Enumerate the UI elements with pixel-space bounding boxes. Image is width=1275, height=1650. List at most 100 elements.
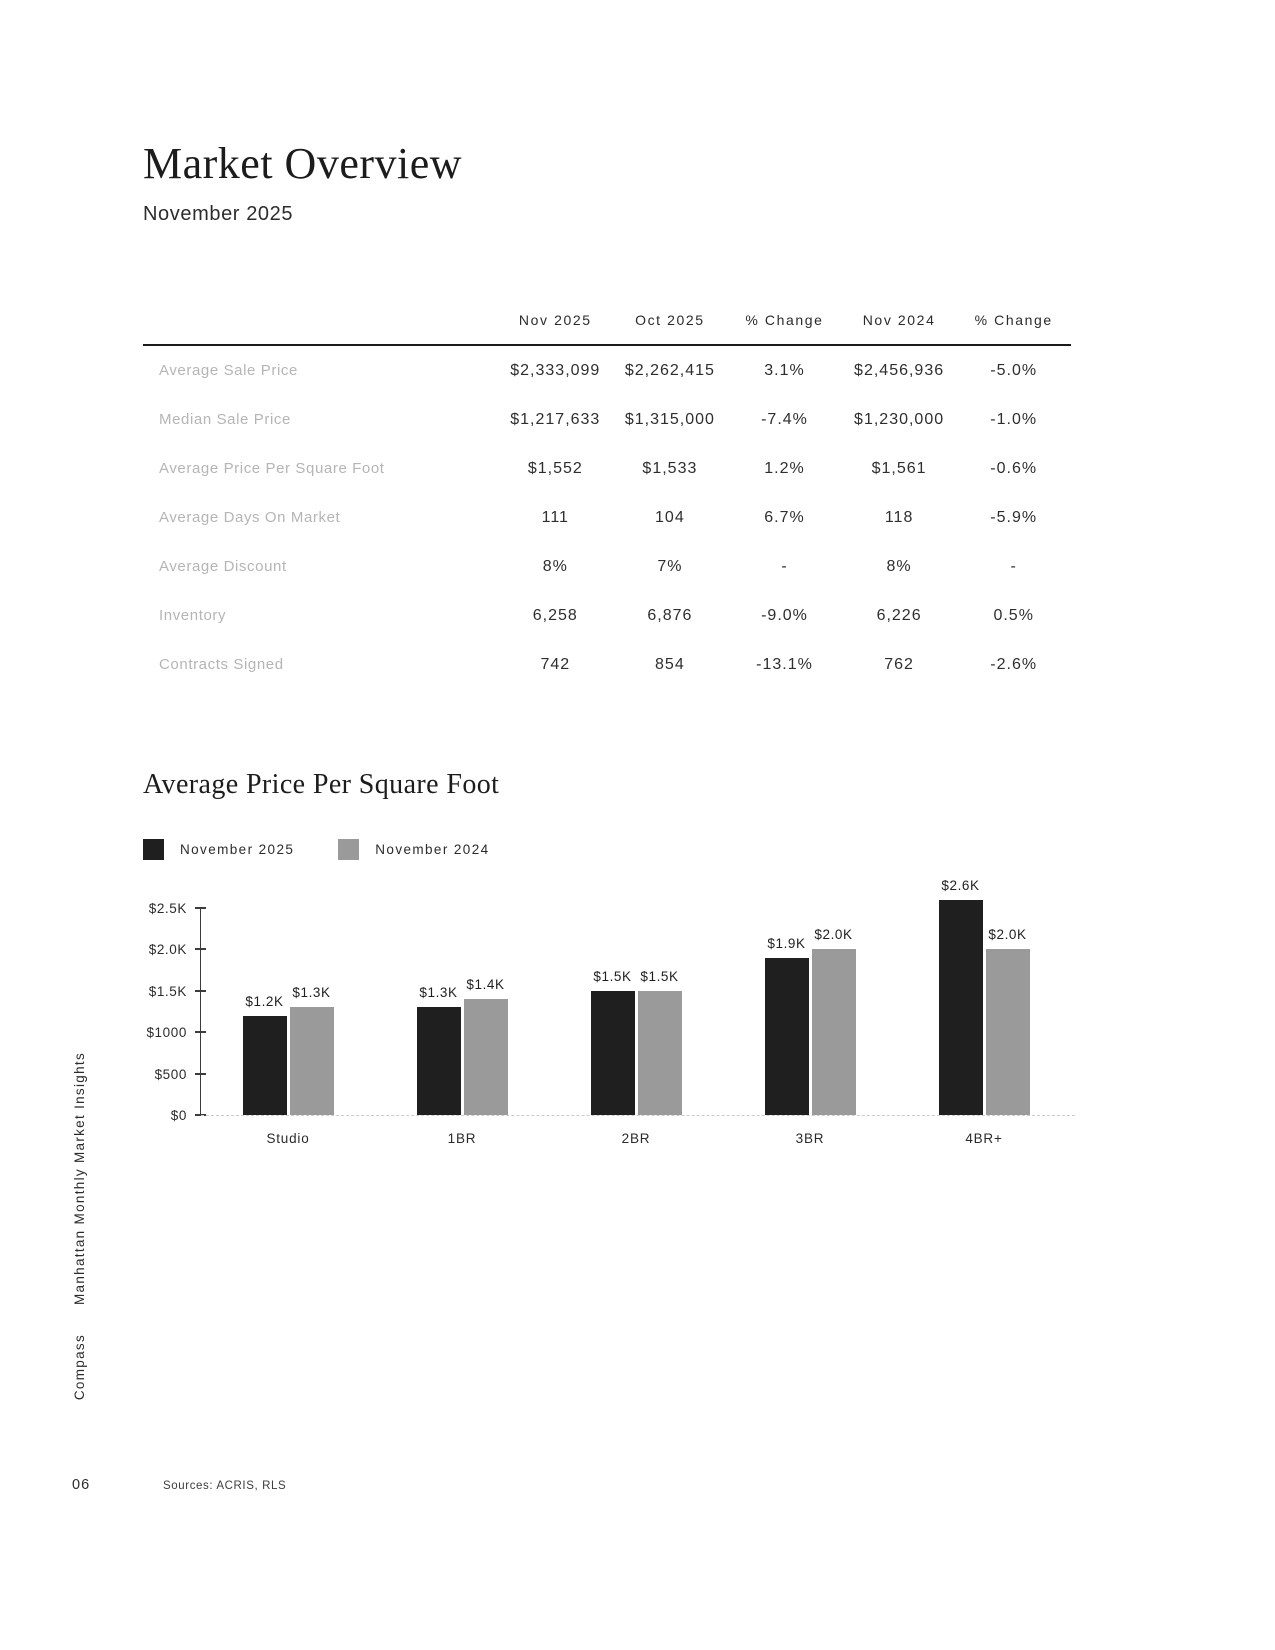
bar-group-studio: $1.2K $1.3K Studio xyxy=(242,908,334,1146)
table-header-row: Nov 2025 Oct 2025 % Change Nov 2024 % Change xyxy=(143,312,1071,346)
market-overview-table: Nov 2025 Oct 2025 % Change Nov 2024 % Change… xyxy=(143,312,1071,689)
bar-1br-november-2024: $1.4K xyxy=(463,977,508,1115)
cell-value: -1.0% xyxy=(990,410,1038,428)
legend-swatch-november-2025 xyxy=(143,839,164,860)
category-label-studio: Studio xyxy=(266,1131,310,1146)
y-axis-tick-label: $2.0K xyxy=(148,942,187,958)
y-axis-tick-label: $1000 xyxy=(146,1025,187,1041)
bar-value-label: $1.3K xyxy=(419,985,458,1001)
page-title: Market Overview xyxy=(143,139,463,188)
column-header-nov-2024-3: Nov 2024 xyxy=(862,312,936,328)
row-label: Median Sale Price xyxy=(159,411,291,428)
y-axis-tick xyxy=(195,907,206,909)
cell-value: 7% xyxy=(657,557,683,575)
column-header-empty xyxy=(143,312,498,328)
bar-value-label: $1.9K xyxy=(767,935,806,951)
cell-value: - xyxy=(1010,557,1017,575)
cell-value: 8% xyxy=(542,557,568,575)
sidebar-brand-name: Compass xyxy=(72,1334,87,1401)
y-axis-tick-label: $0 xyxy=(170,1108,187,1123)
column-header-nov-2025-0: Nov 2025 xyxy=(518,312,592,328)
bar-value-label: $2.0K xyxy=(814,927,853,943)
bar-studio-november-2024: $1.3K xyxy=(289,985,334,1115)
bar-group-3br: $1.9K $2.0K 3BR xyxy=(764,908,856,1146)
cell-value: 762 xyxy=(884,655,914,673)
bar-1br-november-2025: $1.3K xyxy=(416,985,461,1115)
bar-value-label: $1.5K xyxy=(640,968,679,984)
cell-value: -9.0% xyxy=(761,606,808,624)
cell-value: 104 xyxy=(655,508,685,526)
legend-label: November 2025 xyxy=(180,842,295,857)
cell-value: -5.9% xyxy=(990,508,1038,526)
row-label: Average Sale Price xyxy=(159,362,298,379)
y-axis-tick-label: $2.5K xyxy=(148,901,187,916)
page-number: 06 xyxy=(72,1477,91,1493)
cell-value: 111 xyxy=(541,508,569,526)
y-axis-tick-label: $1.5K xyxy=(148,983,187,999)
bar-value-label: $2.0K xyxy=(988,927,1027,943)
cell-value: 742 xyxy=(540,655,571,673)
zero-baseline xyxy=(201,1115,1075,1116)
bar-group-4br-: $2.6K $2.0K 4BR+ xyxy=(938,878,1030,1146)
category-label-3br: 3BR xyxy=(795,1131,825,1146)
cell-value: 6,226 xyxy=(876,606,922,624)
y-axis-tick xyxy=(195,989,206,992)
row-label: Average Price Per Square Foot xyxy=(159,460,385,477)
cell-value: 6.7% xyxy=(764,508,805,526)
bar-studio-november-2025: $1.2K xyxy=(242,994,287,1115)
cell-value: $2,456,936 xyxy=(854,361,945,379)
cell-value: -0.6% xyxy=(990,459,1038,477)
bar-3br-november-2025: $1.9K xyxy=(764,936,809,1115)
bar-2br-november-2025: $1.5K xyxy=(590,969,635,1115)
bar-value-label: $1.4K xyxy=(466,977,505,993)
legend-label: November 2024 xyxy=(375,842,490,857)
table-row-average-days-on-market: Average Days On Market 111 104 6.7% 118 -5.9% xyxy=(143,493,1071,542)
bar-group-1br: $1.3K $1.4K 1BR xyxy=(416,908,508,1146)
cell-value: $1,230,000 xyxy=(854,410,945,428)
row-label: Inventory xyxy=(159,607,227,624)
cell-value: $1,561 xyxy=(871,459,927,477)
bar-value-label: $1.2K xyxy=(245,993,284,1009)
page-subtitle: November 2025 xyxy=(143,203,294,225)
bar-2br-november-2024: $1.5K xyxy=(637,969,682,1115)
y-axis-tick-label: $500 xyxy=(154,1066,187,1082)
cell-value: 118 xyxy=(884,508,914,526)
cell-value: -2.6% xyxy=(990,655,1038,673)
cell-value: $1,533 xyxy=(642,459,698,477)
table-body: Average Sale Price $2,333,099 $2,262,415 3.… xyxy=(143,346,1071,689)
chart-legend: November 2025 November 2024 xyxy=(143,839,1071,860)
table-row-median-sale-price: Median Sale Price $1,217,633 $1,315,000 -7.… xyxy=(143,395,1071,444)
column-header-oct-2025-1: Oct 2025 xyxy=(635,312,705,328)
row-label: Average Days On Market xyxy=(159,509,341,526)
cell-value: 6,258 xyxy=(532,606,578,624)
row-label: Average Discount xyxy=(159,558,287,575)
cell-value: 3.1% xyxy=(764,361,805,379)
bar-value-label: $1.5K xyxy=(593,968,632,984)
sources-note: Sources: ACRIS, RLS xyxy=(163,1480,287,1492)
cell-value: $1,552 xyxy=(527,459,583,477)
cell-value: 1.2% xyxy=(764,459,805,477)
legend-swatch-november-2024 xyxy=(338,839,360,860)
cell-value: 8% xyxy=(886,557,912,575)
category-label-4br-: 4BR+ xyxy=(965,1131,1003,1146)
cell-value: 854 xyxy=(655,655,685,673)
cell-value: $2,262,415 xyxy=(624,361,715,379)
bar-4br--november-2025: $2.6K xyxy=(938,878,983,1115)
bar-value-label: $2.6K xyxy=(941,877,980,893)
bar-4br--november-2024: $2.0K xyxy=(985,927,1030,1115)
table-row-average-sale-price: Average Sale Price $2,333,099 $2,262,415 3.… xyxy=(143,346,1071,395)
chart-plot-area: $0 $500 $1000 $1.5K $2.0K $2.5K $1.2K $1.3K Stud… xyxy=(146,878,1075,1146)
cell-value: -5.0% xyxy=(990,361,1038,379)
y-axis-tick xyxy=(195,1031,206,1034)
legend-item-november-2024: November 2024 xyxy=(338,839,489,860)
column-header--change-2: % Change xyxy=(745,312,824,328)
cell-value: $2,333,099 xyxy=(510,361,601,379)
bar-chart: $0 $500 $1000 $1.5K $2.0K $2.5K $1.2K $1.3K Stud… xyxy=(143,878,1075,1146)
column-header--change-4: % Change xyxy=(974,312,1053,328)
y-axis-tick xyxy=(195,948,206,951)
cell-value: 6,876 xyxy=(647,606,693,624)
category-label-1br: 1BR xyxy=(447,1131,477,1146)
cell-value: 0.5% xyxy=(993,606,1034,624)
category-label-2br: 2BR xyxy=(621,1131,651,1146)
